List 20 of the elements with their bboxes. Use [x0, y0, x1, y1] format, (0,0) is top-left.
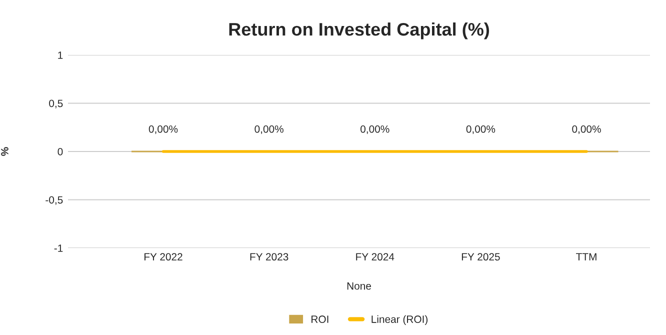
y-tick-label: 1 — [58, 52, 63, 59]
x-tick-label: FY 2023 — [250, 253, 288, 261]
data-label: 0,00% — [572, 125, 601, 134]
x-tick-label: FY 2022 — [144, 253, 182, 261]
y-tick-label: 0,5 — [49, 100, 63, 108]
legend-label: ROI — [312, 316, 328, 323]
x-tick-label: FY 2025 — [462, 253, 500, 261]
y-tick-label: 0 — [58, 148, 63, 156]
y-axis-title: % — [1, 147, 8, 156]
x-axis-title: None — [347, 282, 371, 290]
data-label: 0,00% — [148, 125, 178, 134]
data-label: 0,00% — [360, 125, 390, 134]
data-label: 0,00% — [254, 125, 284, 134]
y-tick-label: -1 — [54, 244, 63, 252]
x-tick-label: TTM — [576, 253, 596, 260]
x-tick-label: FY 2024 — [356, 253, 394, 261]
data-label: 0,00% — [466, 125, 496, 134]
legend-label: Linear (ROI) — [372, 315, 428, 325]
chart-title: Return on Invested Capital (%) — [229, 22, 490, 40]
y-tick-label: -0,5 — [46, 196, 63, 205]
